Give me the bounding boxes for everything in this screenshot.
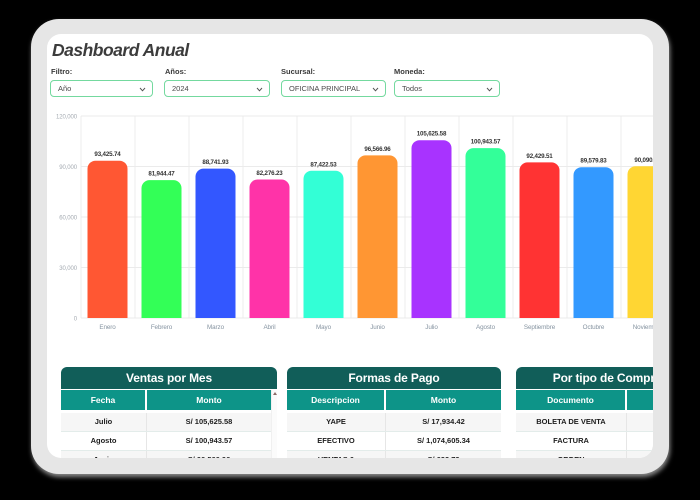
svg-text:105,625.58: 105,625.58 <box>417 131 447 138</box>
svg-text:30,000: 30,000 <box>59 266 78 272</box>
svg-text:Mayo: Mayo <box>316 324 332 331</box>
svg-text:93,425.74: 93,425.74 <box>94 151 121 158</box>
svg-text:Octubre: Octubre <box>583 324 605 331</box>
svg-text:120,000: 120,000 <box>56 114 78 120</box>
svg-text:81,944.47: 81,944.47 <box>148 171 175 178</box>
svg-text:82,276.23: 82,276.23 <box>256 170 283 177</box>
svg-text:Abril: Abril <box>263 324 275 331</box>
svg-text:90,000: 90,000 <box>59 165 78 171</box>
svg-text:Enero: Enero <box>99 324 116 331</box>
svg-text:Septiembre: Septiembre <box>524 324 556 331</box>
svg-text:Agosto: Agosto <box>476 324 496 331</box>
svg-text:87,422.53: 87,422.53 <box>310 161 337 168</box>
svg-text:Marzo: Marzo <box>207 324 225 331</box>
svg-text:100,943.57: 100,943.57 <box>471 139 501 146</box>
svg-text:89,579.83: 89,579.83 <box>580 158 607 165</box>
svg-text:96,566.96: 96,566.96 <box>364 146 391 153</box>
svg-text:Febrero: Febrero <box>151 324 173 331</box>
svg-text:Julio: Julio <box>425 324 438 331</box>
svg-text:60,000: 60,000 <box>59 215 78 221</box>
svg-text:Junio: Junio <box>370 324 385 331</box>
svg-text:0: 0 <box>74 316 78 322</box>
svg-text:90,090.28: 90,090.28 <box>634 157 653 164</box>
svg-text:Noviembre: Noviembre <box>633 324 653 331</box>
svg-text:88,741.93: 88,741.93 <box>202 159 229 166</box>
svg-text:92,429.51: 92,429.51 <box>526 153 553 160</box>
